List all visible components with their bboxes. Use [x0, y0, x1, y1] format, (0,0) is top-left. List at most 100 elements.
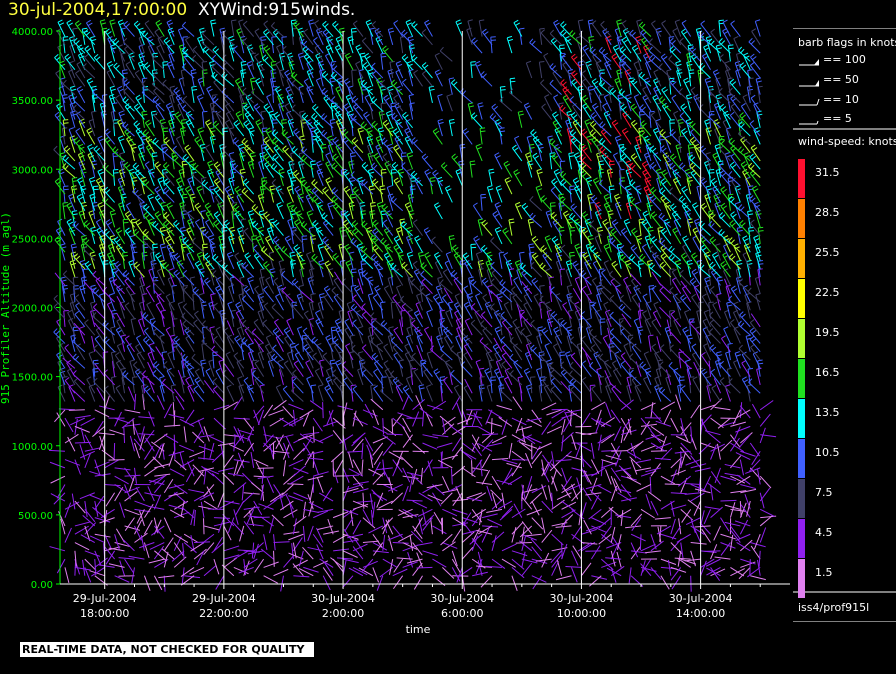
wind-barb	[62, 357, 76, 369]
wind-barb	[392, 525, 404, 539]
wind-barb	[163, 361, 175, 377]
wind-barb	[453, 276, 463, 294]
wind-barb	[544, 94, 553, 112]
wind-barb	[350, 268, 357, 286]
wind-barb	[233, 509, 239, 525]
wind-barb	[72, 276, 79, 294]
wind-barb	[146, 301, 155, 319]
speed-label: 10.5	[815, 446, 840, 459]
wind-barb	[649, 195, 662, 212]
speed-swatch	[798, 479, 805, 518]
wind-barb	[671, 277, 682, 294]
wind-barb	[270, 77, 277, 95]
wind-barb	[243, 227, 255, 245]
wind-barb	[550, 385, 562, 402]
wind-barb	[211, 94, 218, 112]
wind-barb	[89, 535, 105, 543]
wind-barb	[437, 276, 443, 294]
wind-barb	[144, 466, 158, 477]
wind-barb	[572, 525, 582, 540]
wind-barb	[76, 343, 86, 361]
wind-barb	[383, 285, 394, 303]
wind-barb	[477, 426, 493, 436]
wind-barb	[482, 525, 499, 528]
wind-barb	[343, 528, 354, 543]
wind-barb	[331, 187, 344, 203]
wind-barb	[60, 243, 67, 261]
wind-barb	[482, 327, 493, 344]
wind-barb	[233, 482, 247, 494]
wind-barb	[680, 280, 692, 294]
wind-barb	[382, 442, 394, 456]
x-tick-date: 30-Jul-2004	[550, 592, 614, 605]
wind-barb	[240, 342, 247, 361]
wind-barb	[109, 19, 116, 37]
wind-barb	[395, 60, 404, 79]
wind-barb	[368, 185, 375, 203]
wind-barb	[113, 442, 116, 459]
wind-barb	[134, 508, 151, 513]
wind-barb	[325, 177, 334, 195]
wind-barb	[154, 28, 165, 46]
wind-barb	[164, 424, 181, 427]
wind-barb	[730, 152, 741, 170]
wind-barb	[467, 19, 473, 37]
wind-barb	[372, 327, 384, 344]
wind-barb	[531, 500, 540, 516]
wind-barb	[315, 309, 324, 328]
wind-barb	[327, 143, 334, 162]
wind-barb	[422, 517, 433, 531]
wind-barb	[430, 518, 433, 535]
wind-barb	[372, 550, 389, 554]
wind-barb	[299, 409, 314, 419]
wind-barb	[605, 469, 612, 485]
wind-barb	[178, 276, 185, 294]
wind-barb	[102, 260, 109, 278]
wind-barb	[198, 445, 215, 452]
wind-barb	[254, 558, 265, 573]
wind-barb	[151, 152, 158, 170]
wind-barb	[73, 253, 86, 270]
wind-barb	[115, 384, 125, 402]
wind-barb	[640, 543, 656, 552]
wind-barb	[144, 327, 155, 344]
wind-barb	[386, 433, 403, 436]
wind-barb	[89, 570, 105, 577]
wind-barb	[301, 235, 308, 253]
wind-barb	[310, 160, 317, 178]
wind-barb	[433, 252, 443, 270]
wind-barb	[598, 279, 612, 295]
wind-barb	[88, 176, 96, 195]
wind-barb	[387, 193, 394, 211]
wind-barb	[131, 376, 138, 394]
wind-barb	[275, 293, 284, 311]
wind-barb	[511, 286, 523, 303]
wind-barb	[293, 575, 310, 578]
wind-barb	[405, 334, 414, 352]
wind-barb	[335, 326, 344, 344]
wind-barb	[536, 334, 543, 352]
wind-barb	[98, 432, 115, 436]
barb-key-5-symbol	[799, 120, 819, 125]
wind-barb	[455, 19, 463, 37]
wind-barb	[619, 253, 632, 270]
wind-barb	[124, 210, 135, 228]
wind-barb	[92, 506, 106, 519]
wind-barb	[250, 452, 255, 468]
wind-barb	[678, 162, 692, 178]
wind-barb	[157, 35, 165, 54]
wind-barb	[420, 287, 433, 303]
wind-barb	[558, 226, 565, 244]
wind-barb	[219, 152, 227, 170]
wind-barb	[540, 79, 552, 95]
wind-barb	[352, 186, 364, 203]
axes	[59, 31, 790, 585]
wind-barb	[91, 566, 105, 577]
wind-barb	[679, 269, 692, 286]
wind-barb	[455, 334, 463, 352]
wind-barb	[371, 178, 384, 195]
wind-barb	[402, 561, 418, 568]
wind-barb	[223, 95, 235, 112]
wind-barb	[748, 378, 761, 394]
wind-barb	[172, 145, 185, 162]
